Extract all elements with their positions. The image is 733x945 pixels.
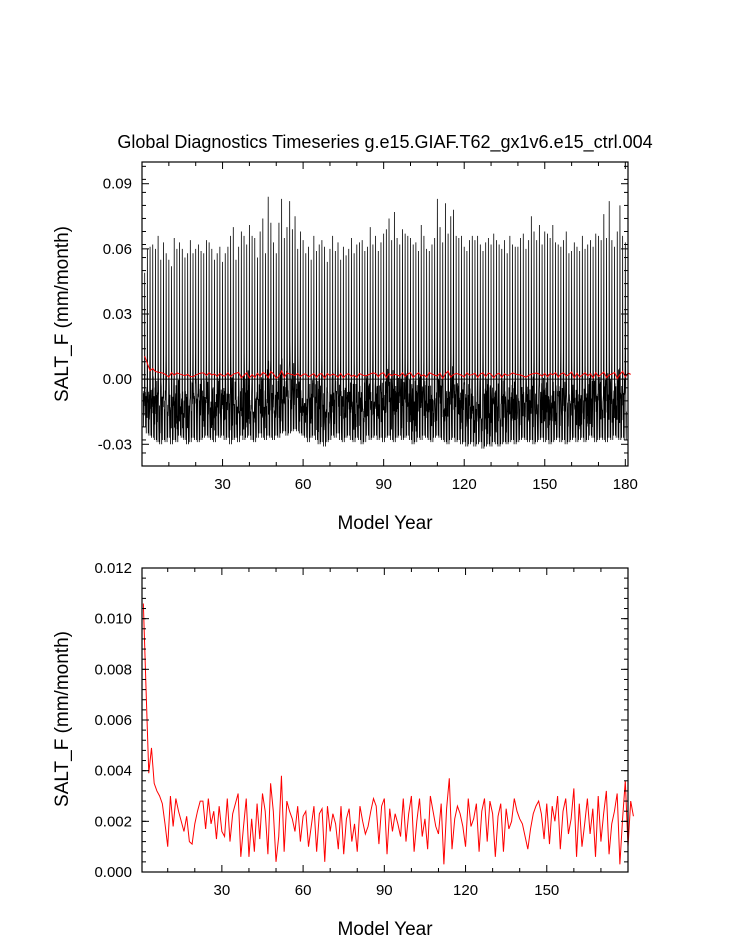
chart-title: Global Diagnostics Timeseries g.e15.GIAF… <box>117 132 652 153</box>
monthly-x-tick-label: 90 <box>375 476 392 493</box>
monthly-y-tick-label: 0.03 <box>103 306 132 323</box>
monthly-y-tick-label: 0.06 <box>103 241 132 258</box>
annual-panel: 30 60 90 120 150 0.000 0.002 0.004 0.006 0.008 0.0… <box>52 560 634 940</box>
annual-y-axis-label: SALT_F (mm/month) <box>52 631 73 807</box>
monthly-axes: 30 60 90 120 150 180 -0.03 0.00 0.03 0.06 0.09 <box>98 161 638 493</box>
monthly-y-tick-label: -0.03 <box>98 436 132 453</box>
annual-overlay-line <box>144 355 631 380</box>
monthly-x-tick-label: 60 <box>295 476 312 493</box>
monthly-y-tick-label: 0.00 <box>103 371 132 388</box>
annual-y-tick-label: 0.012 <box>94 560 132 577</box>
monthly-x-tick-label: 150 <box>532 476 557 493</box>
annual-x-tick-label: 30 <box>214 882 231 899</box>
annual-y-tick-label: 0.000 <box>94 864 132 881</box>
annual-x-axis-label: Model Year <box>337 919 433 940</box>
annual-plot-area <box>142 603 634 865</box>
monthly-y-axis-label: SALT_F (mm/month) <box>52 226 73 402</box>
annual-x-tick-label: 150 <box>534 882 559 899</box>
annual-y-tick-label: 0.008 <box>94 661 132 678</box>
annual-y-tick-label: 0.006 <box>94 712 132 729</box>
annual-y-tick-label: 0.002 <box>94 813 132 830</box>
annual-x-tick-label: 120 <box>453 882 478 899</box>
annual-axes: 30 60 90 120 150 0.000 0.002 0.004 0.006 0.008 0.0… <box>94 560 629 899</box>
annual-x-tick-label: 60 <box>295 882 312 899</box>
annual-y-tick-label: 0.004 <box>94 763 132 780</box>
annual-series-line <box>142 603 634 865</box>
monthly-x-tick-label: 120 <box>452 476 477 493</box>
annual-x-tick-label: 90 <box>376 882 393 899</box>
monthly-x-tick-label: 180 <box>613 476 638 493</box>
monthly-y-tick-label: 0.09 <box>103 176 132 193</box>
annual-y-tick-label: 0.010 <box>94 611 132 628</box>
monthly-series-line <box>142 196 627 449</box>
monthly-panel: Global Diagnostics Timeseries g.e15.GIAF… <box>52 132 653 534</box>
monthly-x-axis-label: Model Year <box>337 513 433 534</box>
monthly-plot-area <box>142 196 631 449</box>
monthly-x-tick-label: 30 <box>214 476 231 493</box>
